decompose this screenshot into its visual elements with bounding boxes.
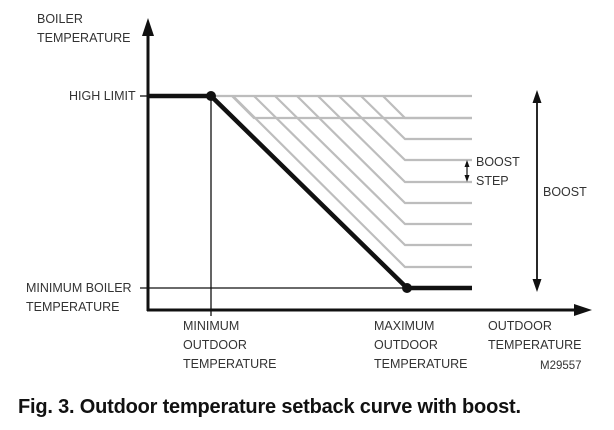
boost-step-label: BOOST STEP: [476, 155, 520, 188]
max-outdoor-label: MAXIMUM OUTDOOR TEMPERATURE: [374, 319, 468, 371]
boost-step-arrow-icon: [464, 160, 470, 182]
min-boiler-label: MINIMUM BOILER TEMPERATURE: [26, 281, 132, 314]
x-axis-label: OUTDOOR TEMPERATURE: [488, 319, 582, 352]
knee-point-low: [402, 283, 412, 293]
boost-curves: [211, 94, 472, 269]
high-limit-label: HIGH LIMIT: [69, 89, 136, 103]
boost-label: BOOST: [543, 185, 587, 199]
x-axis-arrow-icon: [574, 304, 592, 316]
knee-point-high: [206, 91, 216, 101]
boost-arrow-icon: [532, 90, 542, 292]
min-outdoor-label: MINIMUM OUTDOOR TEMPERATURE: [183, 319, 277, 371]
figure-caption: Fig. 3. Outdoor temperature setback curv…: [18, 396, 521, 418]
y-axis-label: BOILER TEMPERATURE: [37, 12, 131, 45]
main-setback-curve: [148, 93, 472, 291]
figure-code: M29557: [540, 360, 582, 372]
y-axis-arrow-icon: [142, 18, 154, 36]
